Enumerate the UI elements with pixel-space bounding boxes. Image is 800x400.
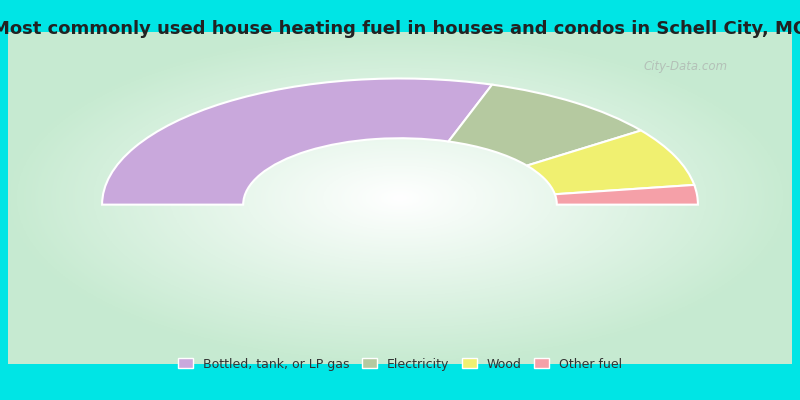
Wedge shape: [449, 85, 641, 166]
Legend: Bottled, tank, or LP gas, Electricity, Wood, Other fuel: Bottled, tank, or LP gas, Electricity, W…: [174, 354, 626, 374]
Wedge shape: [102, 78, 492, 205]
Wedge shape: [555, 185, 698, 205]
Wedge shape: [527, 130, 694, 194]
Text: City-Data.com: City-Data.com: [644, 60, 728, 73]
Text: Most commonly used house heating fuel in houses and condos in Schell City, MO: Most commonly used house heating fuel in…: [0, 20, 800, 38]
